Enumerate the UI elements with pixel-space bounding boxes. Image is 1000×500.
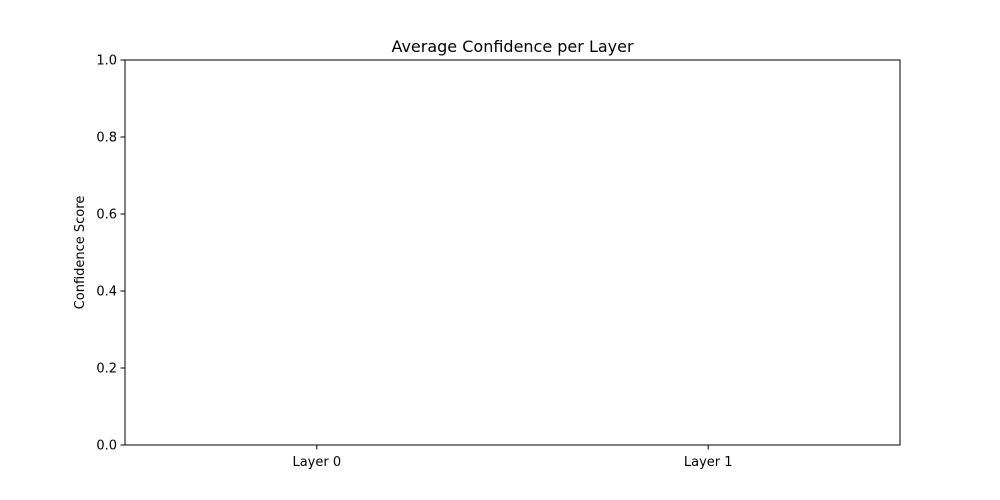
x-tick-label: Layer 1 xyxy=(684,455,733,470)
y-tick-label: 0.6 xyxy=(96,208,117,223)
y-axis-label: Confidence Score xyxy=(73,196,88,310)
y-tick-label: 0.2 xyxy=(96,362,117,377)
plot-frame xyxy=(124,59,901,446)
plot-area xyxy=(125,60,900,445)
chart-title: Average Confidence per Layer xyxy=(391,37,634,56)
y-tick-label: 0.0 xyxy=(96,439,117,454)
y-tick-label: 1.0 xyxy=(96,54,117,69)
x-tick-label: Layer 0 xyxy=(292,455,341,470)
y-tick-label: 0.4 xyxy=(96,285,117,300)
y-axis: 0.0 0.2 0.4 0.6 0.8 1.0 xyxy=(96,54,125,454)
y-tick-label: 0.8 xyxy=(96,131,117,146)
x-axis: Layer 0 Layer 1 xyxy=(292,445,733,470)
